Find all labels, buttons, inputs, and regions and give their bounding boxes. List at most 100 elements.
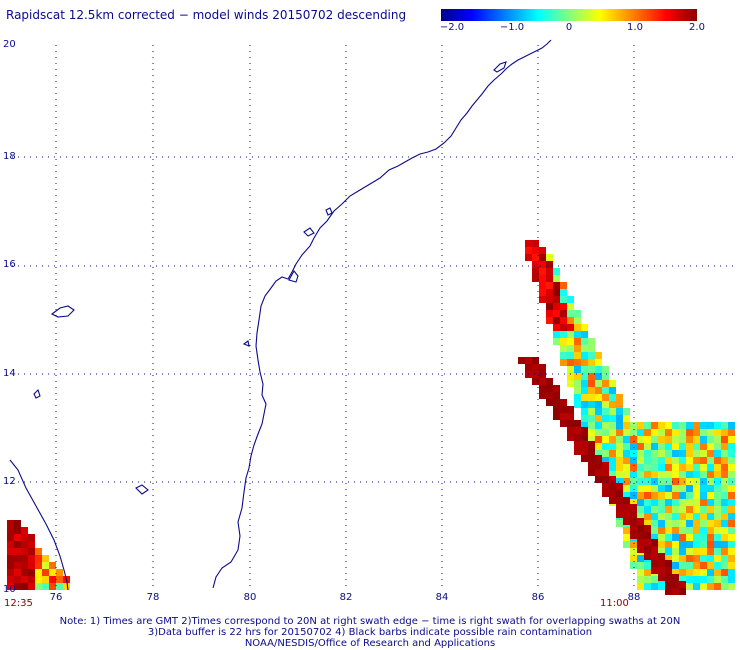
wind-cell bbox=[637, 518, 644, 525]
wind-cell bbox=[672, 478, 679, 485]
wind-cell bbox=[728, 541, 735, 548]
colorbar-label-min: −2.0 bbox=[439, 22, 465, 33]
wind-cell bbox=[700, 450, 707, 457]
wind-cell bbox=[728, 527, 735, 534]
wind-cell bbox=[546, 282, 553, 289]
wind-cell bbox=[721, 471, 728, 478]
wind-cell bbox=[644, 499, 651, 506]
wind-cell bbox=[714, 506, 721, 513]
wind-cell bbox=[546, 303, 553, 310]
wind-cell bbox=[546, 268, 553, 275]
wind-cell bbox=[7, 583, 14, 590]
wind-cell bbox=[672, 562, 679, 569]
wind-cell bbox=[672, 422, 679, 429]
wind-cell bbox=[602, 457, 609, 464]
wind-cell bbox=[637, 499, 644, 506]
wind-cell bbox=[707, 478, 714, 485]
wind-cell bbox=[623, 497, 630, 504]
wind-cell bbox=[686, 478, 693, 485]
wind-cell bbox=[651, 539, 658, 546]
wind-cell bbox=[679, 499, 686, 506]
wind-cell bbox=[539, 268, 546, 275]
wind-cell bbox=[700, 422, 707, 429]
wind-cell bbox=[637, 485, 644, 492]
wind-cell bbox=[700, 457, 707, 464]
wind-cell bbox=[679, 555, 686, 562]
wind-cell bbox=[686, 429, 693, 436]
wind-cell bbox=[672, 485, 679, 492]
wind-cell bbox=[49, 569, 56, 576]
wind-cell bbox=[672, 506, 679, 513]
wind-cell bbox=[693, 422, 700, 429]
wind-cell bbox=[609, 443, 616, 450]
wind-cell bbox=[700, 548, 707, 555]
wind-cell bbox=[567, 338, 574, 345]
wind-cell bbox=[630, 457, 637, 464]
wind-cell bbox=[567, 345, 574, 352]
wind-cell bbox=[637, 443, 644, 450]
wind-cell bbox=[693, 527, 700, 534]
wind-cell bbox=[721, 534, 728, 541]
wind-cell bbox=[602, 380, 609, 387]
wind-cell bbox=[595, 443, 602, 450]
wind-cell bbox=[35, 562, 42, 569]
wind-cell bbox=[602, 483, 609, 490]
wind-cell bbox=[714, 436, 721, 443]
wind-cell bbox=[532, 364, 539, 371]
lon-label-78: 78 bbox=[146, 592, 160, 603]
wind-cell bbox=[686, 499, 693, 506]
wind-cell bbox=[623, 485, 630, 492]
colorbar-label-zero: 0 bbox=[565, 22, 573, 33]
wind-cell bbox=[651, 527, 658, 534]
wind-cell bbox=[630, 429, 637, 436]
wind-cell bbox=[14, 576, 21, 583]
wind-cell bbox=[630, 464, 637, 471]
wind-cell bbox=[56, 569, 63, 576]
wind-cell bbox=[609, 394, 616, 401]
wind-cell bbox=[21, 569, 28, 576]
wind-cell bbox=[672, 569, 679, 576]
wind-cell bbox=[539, 385, 546, 392]
wind-cell bbox=[56, 576, 63, 583]
wind-cell bbox=[595, 352, 602, 359]
wind-cell bbox=[644, 520, 651, 527]
wind-cell bbox=[679, 422, 686, 429]
wind-cell bbox=[553, 406, 560, 413]
wind-cell bbox=[595, 359, 602, 366]
wind-cell bbox=[686, 492, 693, 499]
wind-cell bbox=[679, 464, 686, 471]
wind-cell bbox=[714, 492, 721, 499]
wind-cell bbox=[658, 457, 665, 464]
wind-cell bbox=[630, 562, 637, 569]
wind-cell bbox=[693, 583, 700, 590]
wind-cell bbox=[588, 380, 595, 387]
wind-cell bbox=[581, 408, 588, 415]
wind-cell bbox=[686, 562, 693, 569]
wind-cell bbox=[553, 385, 560, 392]
wind-cell bbox=[616, 457, 623, 464]
wind-cell bbox=[721, 506, 728, 513]
wind-cell bbox=[609, 415, 616, 422]
wind-cell bbox=[574, 366, 581, 373]
wind-cell bbox=[602, 450, 609, 457]
wind-cell bbox=[630, 541, 637, 548]
wind-cell bbox=[651, 553, 658, 560]
wind-cell bbox=[651, 429, 658, 436]
wind-cell bbox=[14, 583, 21, 590]
wind-cell bbox=[658, 560, 665, 567]
wind-cell bbox=[560, 282, 567, 289]
wind-cell bbox=[616, 464, 623, 471]
note-line-1: Note: 1) Times are GMT 2)Times correspon… bbox=[59, 616, 681, 627]
wind-cell bbox=[728, 569, 735, 576]
wind-cell bbox=[623, 457, 630, 464]
wind-cell bbox=[637, 429, 644, 436]
wind-cell bbox=[651, 546, 658, 553]
wind-cell bbox=[644, 485, 651, 492]
wind-cell bbox=[595, 476, 602, 483]
wind-cell bbox=[7, 527, 14, 534]
wind-cell bbox=[623, 541, 630, 548]
wind-cell bbox=[672, 499, 679, 506]
wind-cell bbox=[574, 434, 581, 441]
wind-cell bbox=[602, 387, 609, 394]
wind-cell bbox=[686, 471, 693, 478]
